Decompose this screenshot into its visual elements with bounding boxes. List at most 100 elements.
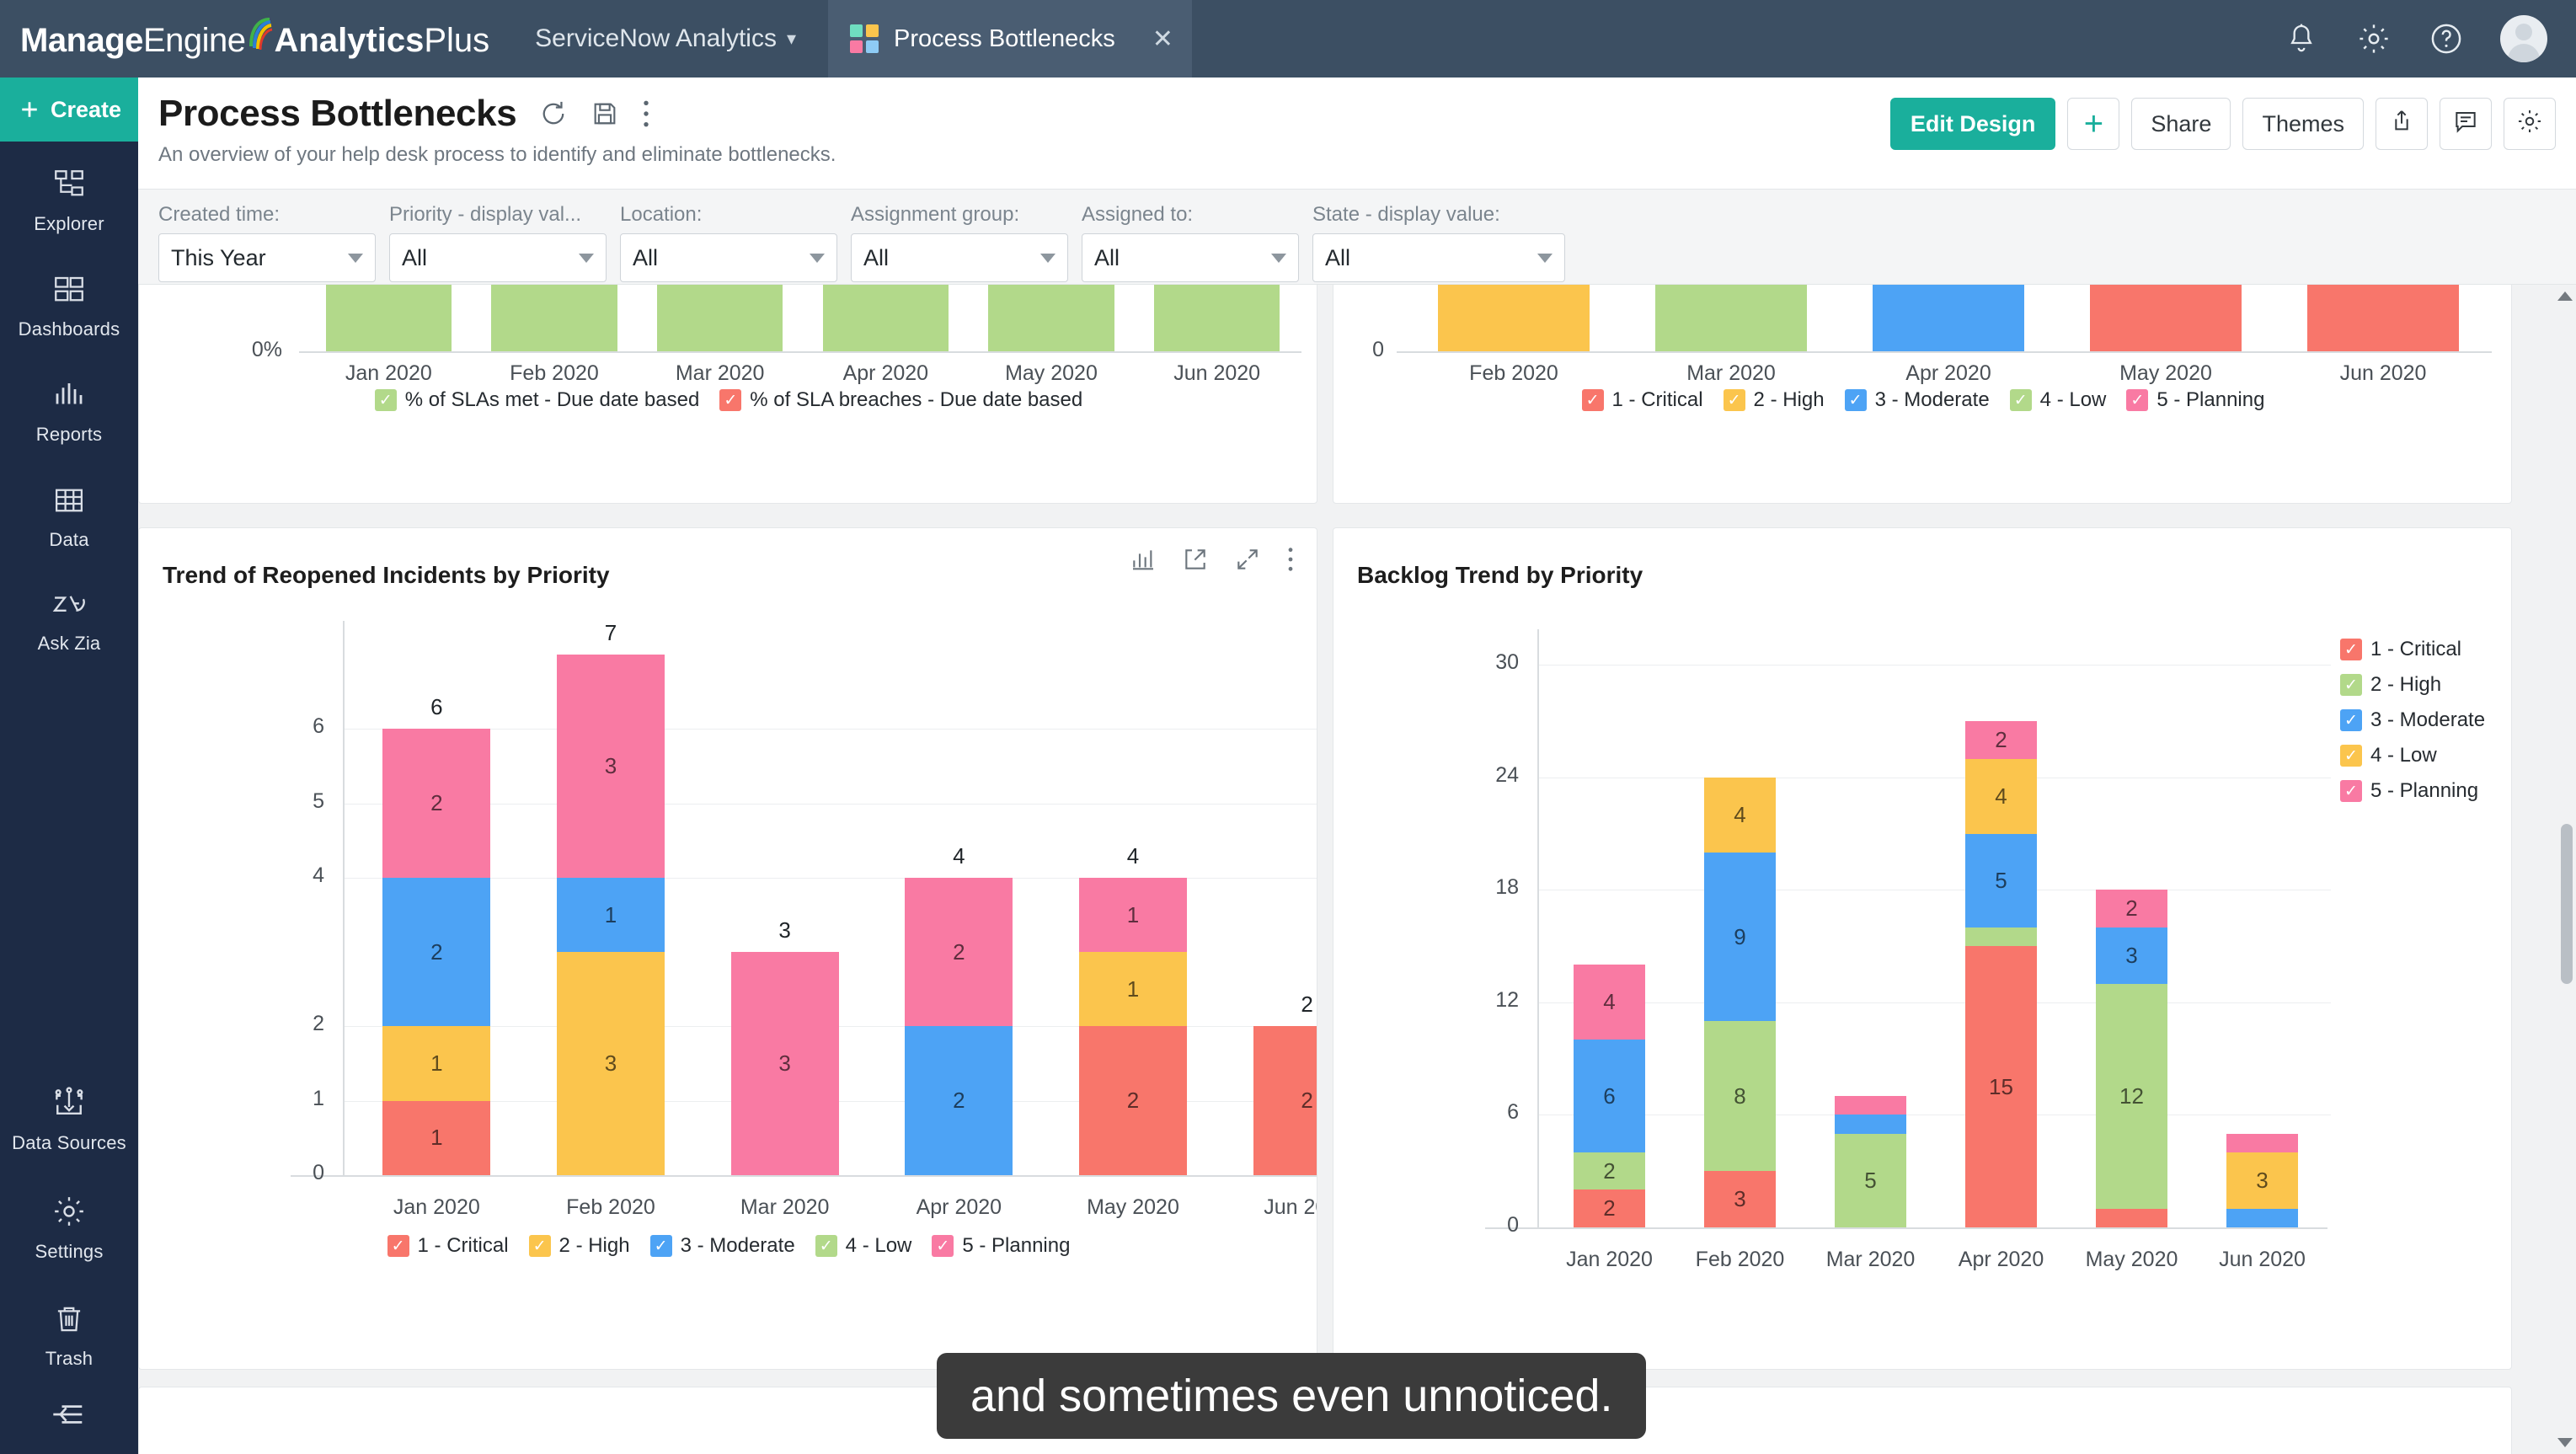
filter-label: Assignment group: — [851, 203, 1020, 226]
legend-item[interactable]: ✓ 1 - Critical — [387, 1234, 509, 1258]
legend-item[interactable]: ✓ 4 - Low — [2009, 388, 2106, 412]
sidebar-item-trash[interactable]: Trash — [0, 1280, 138, 1387]
fullscreen-icon[interactable] — [1234, 546, 1261, 573]
legend-item[interactable]: ✓ 3 - Moderate — [2340, 708, 2485, 732]
sidebar-item-reports[interactable]: Reports — [0, 352, 138, 457]
themes-button[interactable]: Themes — [2242, 98, 2364, 150]
save-icon[interactable] — [591, 99, 619, 128]
filter-label: State - display value: — [1312, 203, 1500, 226]
bar-value-label: 1 — [430, 1125, 443, 1151]
chevron-down-icon: ▾ — [786, 28, 796, 49]
filter-created-time-select[interactable]: This Year — [158, 233, 376, 282]
legend-item[interactable]: ✓ 4 - Low — [815, 1234, 911, 1258]
x-axis-tick: Jun 2020 — [1173, 361, 1261, 385]
filter-value: All — [402, 244, 428, 270]
page-header: Process Bottlenecks An overview of your … — [138, 78, 2576, 189]
y-axis-tick: 0 — [313, 1161, 324, 1184]
legend-item[interactable]: ✓ 2 - High — [2340, 673, 2441, 697]
x-axis-tick: Jun 2020 — [2219, 1248, 2306, 1271]
chart-type-icon[interactable] — [1130, 546, 1157, 573]
legend-item[interactable]: ✓ 5 - Planning — [2340, 779, 2478, 803]
bar-segment — [2089, 285, 2242, 351]
chevron-down-icon — [810, 253, 825, 263]
legend-item[interactable]: ✓ 3 - Moderate — [649, 1234, 795, 1258]
filter-assigned-to-select[interactable]: All — [1082, 233, 1299, 282]
help-question-icon[interactable] — [2428, 20, 2465, 57]
user-avatar[interactable] — [2500, 15, 2547, 62]
legend-item[interactable]: ✓ 5 - Planning — [932, 1234, 1070, 1258]
bar-segment: 1 — [382, 1100, 491, 1175]
filter-assignment-group-select[interactable]: All — [851, 233, 1068, 282]
legend-label: % of SLA breaches - Due date based — [750, 388, 1083, 411]
more-options-icon[interactable] — [641, 98, 651, 130]
stacked-bar: 2 2 6 4 — [1573, 621, 1646, 1227]
brand-engine: Engine — [142, 22, 246, 59]
legend-item[interactable]: ✓ % of SLA breaches - Due date based — [719, 388, 1082, 412]
edit-design-button[interactable]: Edit Design — [1889, 98, 2056, 150]
sidebar-item-data[interactable]: Data — [0, 457, 138, 563]
x-axis-tick: Jan 2020 — [345, 361, 432, 385]
x-axis-tick: Jun 2020 — [1264, 1195, 1317, 1219]
bar-segment — [988, 285, 1114, 351]
comment-button[interactable] — [2440, 98, 2492, 150]
filter-state-select[interactable]: All — [1312, 233, 1565, 282]
legend-swatch: ✓ — [2340, 709, 2362, 731]
workspace-switcher[interactable]: ServiceNow Analytics ▾ — [525, 0, 806, 78]
sidebar-item-explorer[interactable]: Explorer — [0, 142, 138, 247]
legend-item[interactable]: ✓ 5 - Planning — [2126, 388, 2264, 412]
tab-process-bottlenecks[interactable]: Process Bottlenecks ✕ — [828, 0, 1192, 78]
sidebar-item-data-sources[interactable]: Data Sources — [0, 1062, 138, 1171]
x-axis-tick: Feb 2020 — [1469, 361, 1558, 385]
bar-total-label: 3 — [778, 917, 791, 943]
sidebar-item-ask-zia[interactable]: Ask Zia — [0, 563, 138, 666]
gear-icon — [2515, 107, 2544, 142]
create-button[interactable]: Create — [0, 78, 138, 142]
refresh-icon[interactable] — [538, 99, 569, 129]
filter-location-select[interactable]: All — [620, 233, 837, 282]
legend-item[interactable]: ✓ 2 - High — [1723, 388, 1825, 412]
dashboard-settings-button[interactable] — [2504, 98, 2556, 150]
x-axis-tick: Jan 2020 — [393, 1195, 480, 1219]
legend-label: 5 - Planning — [962, 1234, 1071, 1257]
filter-priority-select[interactable]: All — [389, 233, 607, 282]
canvas-scroll-thumb[interactable] — [2561, 824, 2573, 984]
dashboard-icon — [850, 24, 879, 53]
close-icon[interactable]: ✕ — [1152, 24, 1173, 53]
scroll-up-arrow[interactable] — [2557, 291, 2573, 301]
filter-label: Priority - display val... — [389, 203, 582, 226]
bar-value-label: 3 — [604, 1050, 617, 1077]
legend-item[interactable]: ✓ 1 - Critical — [1581, 388, 1703, 412]
settings-gear-icon[interactable] — [2355, 20, 2392, 57]
x-axis-tick: Mar 2020 — [740, 1195, 830, 1219]
export-button[interactable] — [2376, 98, 2428, 150]
legend-item[interactable]: ✓ % of SLAs met - Due date based — [374, 388, 699, 412]
add-widget-button[interactable]: + — [2067, 98, 2120, 150]
legend-swatch: ✓ — [2340, 639, 2362, 660]
legend-item[interactable]: ✓ 2 - High — [528, 1234, 630, 1258]
collapse-sidebar-icon[interactable] — [0, 1387, 138, 1454]
more-options-icon[interactable] — [1286, 545, 1295, 574]
legend-item[interactable]: ✓ 1 - Critical — [2340, 638, 2461, 661]
chevron-down-icon — [348, 253, 363, 263]
sidebar-item-dashboards[interactable]: Dashboards — [0, 247, 138, 352]
bar-segment — [491, 285, 617, 351]
scroll-down-arrow[interactable] — [2557, 1438, 2573, 1447]
y-axis-tick: 12 — [1495, 987, 1519, 1012]
filter-label: Location: — [620, 203, 703, 226]
sidebar-item-settings[interactable]: Settings — [0, 1171, 138, 1280]
reopened-incidents-tools — [1130, 545, 1295, 574]
open-in-new-icon[interactable] — [1182, 546, 1209, 573]
bar-value-label: 2 — [1603, 1195, 1616, 1221]
sidebar-label: Trash — [45, 1348, 94, 1369]
settings-icon — [51, 1193, 88, 1234]
bar-value-label: 5 — [1864, 1167, 1877, 1193]
legend-item[interactable]: ✓ 4 - Low — [2340, 744, 2437, 767]
notifications-bell-icon[interactable] — [2283, 20, 2320, 57]
legend-item[interactable]: ✓ 3 - Moderate — [1844, 388, 1990, 412]
bar-total-label: 2 — [1301, 992, 1313, 1018]
share-button[interactable]: Share — [2131, 98, 2231, 150]
bar-segment: 4 — [1573, 965, 1646, 1040]
